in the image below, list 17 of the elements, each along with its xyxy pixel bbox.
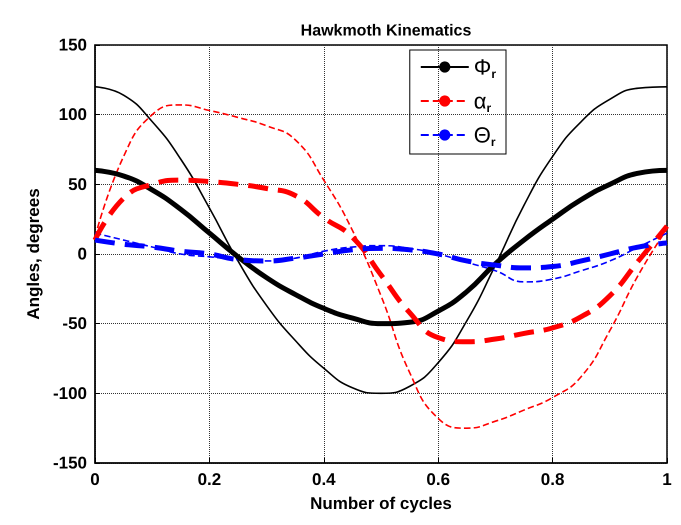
x-tick-label: 0.2 bbox=[198, 470, 222, 489]
y-tick-label: 0 bbox=[78, 244, 87, 264]
line-series bbox=[94, 232, 668, 283]
y-tick-label: -100 bbox=[52, 384, 87, 403]
x-tick-label: 0.4 bbox=[312, 470, 336, 489]
x-tick-label: 0 bbox=[90, 470, 100, 489]
y-tick-label: 100 bbox=[58, 105, 87, 124]
x-axis-title: Number of cycles bbox=[310, 494, 452, 513]
y-axis-title: Angles, degrees bbox=[24, 188, 44, 320]
y-tick-label: 150 bbox=[58, 36, 87, 54]
x-tick-label: 0.6 bbox=[426, 470, 450, 489]
y-tick-label: -50 bbox=[62, 314, 87, 334]
x-tick-label: 0.8 bbox=[540, 470, 564, 489]
chart-title: Hawkmoth Kinematics bbox=[300, 22, 472, 40]
x-tick-label: 1 bbox=[662, 470, 672, 489]
y-tick-label: 50 bbox=[68, 174, 87, 194]
y-tick-label: -150 bbox=[52, 454, 87, 472]
